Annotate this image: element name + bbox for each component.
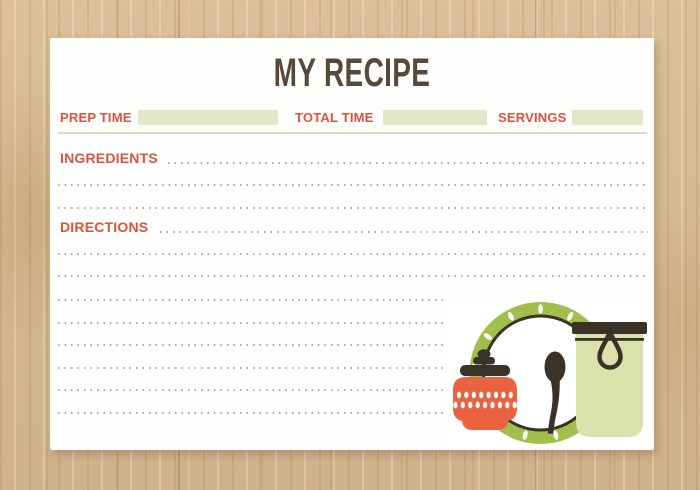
writing-line — [58, 367, 648, 369]
writing-line — [58, 207, 648, 209]
writing-line — [58, 412, 648, 414]
page-title: MY RECIPE — [273, 51, 431, 95]
total-time-field[interactable] — [383, 110, 487, 125]
writing-line — [58, 299, 648, 301]
recipe-card: MY RECIPE PREP TIME TOTAL TIME SERVINGS … — [50, 38, 654, 450]
writing-line — [58, 322, 648, 324]
writing-line — [58, 184, 648, 186]
mason-jar-icon — [572, 322, 647, 437]
total-time-label: TOTAL TIME — [295, 110, 374, 125]
prep-time-field[interactable] — [138, 110, 278, 125]
ingredients-heading: INGREDIENTS — [60, 150, 158, 166]
canister-icon — [453, 349, 517, 430]
header-divider — [58, 132, 647, 134]
writing-line — [58, 275, 648, 277]
writing-line — [58, 253, 648, 255]
spoon-icon — [544, 351, 566, 434]
writing-line — [58, 344, 648, 346]
kitchen-illustration — [447, 298, 652, 450]
servings-field[interactable] — [572, 110, 643, 125]
prep-time-label: PREP TIME — [60, 110, 132, 125]
servings-label: SERVINGS — [498, 110, 567, 125]
writing-line — [160, 231, 648, 233]
directions-heading: DIRECTIONS — [60, 219, 149, 235]
writing-line — [168, 162, 648, 164]
writing-line — [58, 389, 648, 391]
